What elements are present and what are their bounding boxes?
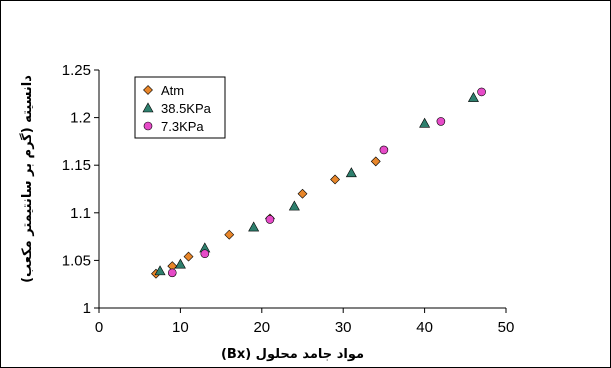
data-point-triangle: [248, 221, 260, 232]
legend-marker-triangle: [142, 102, 154, 113]
x-tick-label: 50: [498, 319, 515, 336]
legend-marker-circle: [143, 121, 153, 131]
y-tick-label: 1.2: [70, 110, 91, 127]
y-tick-label: 1.25: [62, 62, 91, 79]
data-point-circle: [167, 268, 177, 278]
x-tick-label: 20: [253, 319, 270, 336]
legend-label: 7.3KPa: [161, 119, 204, 134]
data-point-circle: [265, 215, 275, 224]
y-ticks: 1 1.05 1.1 1.15 1.2 1.25: [62, 62, 99, 317]
x-tick-label: 40: [416, 319, 433, 336]
legend-label: Atm: [161, 83, 184, 98]
data-points: [151, 87, 486, 279]
x-axis-label: مواد جامد محلول (Bx): [221, 347, 364, 362]
data-point-triangle: [345, 167, 357, 178]
data-point-triangle: [467, 91, 479, 102]
x-tick-label: 30: [335, 319, 352, 336]
data-point-diamond: [297, 188, 308, 199]
data-point-circle: [200, 249, 210, 259]
data-point-triangle: [288, 200, 300, 211]
data-point-diamond: [330, 174, 340, 185]
data-point-diamond: [183, 251, 194, 262]
legend: Atm 38.5KPa 7.3KPa: [134, 76, 226, 139]
data-point-triangle: [419, 117, 431, 128]
data-point-diamond: [370, 156, 381, 167]
y-axis-label: دانسیته (گرم بر سانتیمتر مکعب): [19, 75, 35, 283]
y-tick-label: 1.15: [62, 157, 91, 174]
data-point-circle: [436, 117, 446, 126]
data-point-triangle: [154, 265, 166, 276]
data-point-circle: [477, 87, 486, 97]
y-tick-label: 1.05: [62, 252, 91, 269]
x-tick-label: 0: [95, 319, 103, 336]
data-point-diamond: [224, 229, 235, 240]
legend-marker-diamond: [143, 85, 153, 95]
legend-label: 38.5KPa: [161, 101, 212, 116]
x-ticks: 0 10 20 30 40 50: [95, 308, 515, 336]
data-point-triangle: [174, 258, 186, 269]
data-point-circle: [379, 145, 389, 155]
y-tick-label: 1: [83, 300, 91, 317]
x-tick-label: 10: [172, 319, 189, 336]
y-tick-label: 1.1: [70, 205, 91, 222]
axes: [98, 70, 506, 309]
